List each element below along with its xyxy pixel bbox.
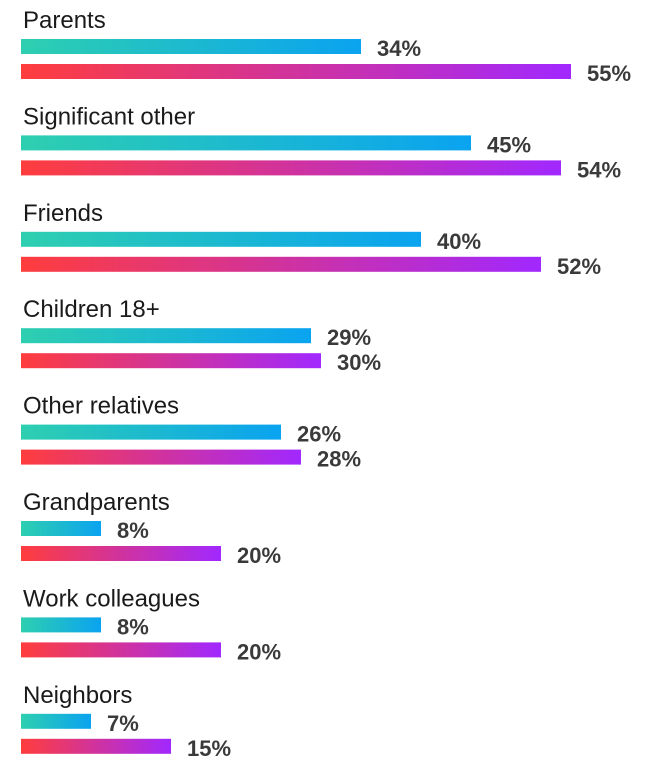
bar-series-2 [21,256,541,272]
category-label: Significant other [23,103,195,130]
value-label: 52% [557,254,601,279]
value-label: 30% [337,350,381,375]
category-group: Significant other 45% 54% [21,103,621,182]
bar-series-1 [21,713,91,729]
bar-series-2 [21,642,221,658]
category-label: Friends [23,200,103,227]
bar-series-1 [21,135,471,151]
bar-series-2 [21,353,321,369]
bar-series-1 [21,521,101,536]
value-label: 20% [237,543,281,568]
category-label: Grandparents [23,489,170,516]
value-label: 8% [117,614,149,639]
value-label: 34% [377,36,421,61]
category-group: Friends 40% 52% [21,200,601,279]
value-label: 15% [187,736,231,760]
category-label: Children 18+ [23,296,160,323]
category-group: Parents 34% 55% [21,7,631,86]
bar-series-1 [21,231,421,247]
bar-series-2 [21,738,171,754]
value-label: 54% [577,157,621,182]
category-label: Other relatives [23,393,179,420]
bar-series-2 [21,546,221,561]
value-label: 28% [317,447,361,472]
bar-series-2 [21,160,561,176]
bar-series-1 [21,328,311,344]
category-label: Work colleagues [23,585,200,612]
category-label: Neighbors [23,682,132,709]
value-label: 8% [117,518,149,543]
bar-series-2 [21,64,571,79]
category-group: Children 18+ 29%30% [21,296,381,375]
value-label: 26% [297,422,341,447]
category-label: Parents [23,7,106,34]
bar-series-1 [21,424,281,440]
value-label: 45% [487,132,531,157]
value-label: 29% [327,325,371,350]
bar-series-1 [21,617,101,633]
bar-series-2 [21,449,301,465]
value-label: 55% [587,61,631,86]
category-group: Other relatives 26%28% [21,393,361,472]
value-label: 40% [437,229,481,254]
value-label: 7% [107,711,139,736]
bar-series-1 [21,39,361,54]
value-label: 20% [237,639,281,664]
